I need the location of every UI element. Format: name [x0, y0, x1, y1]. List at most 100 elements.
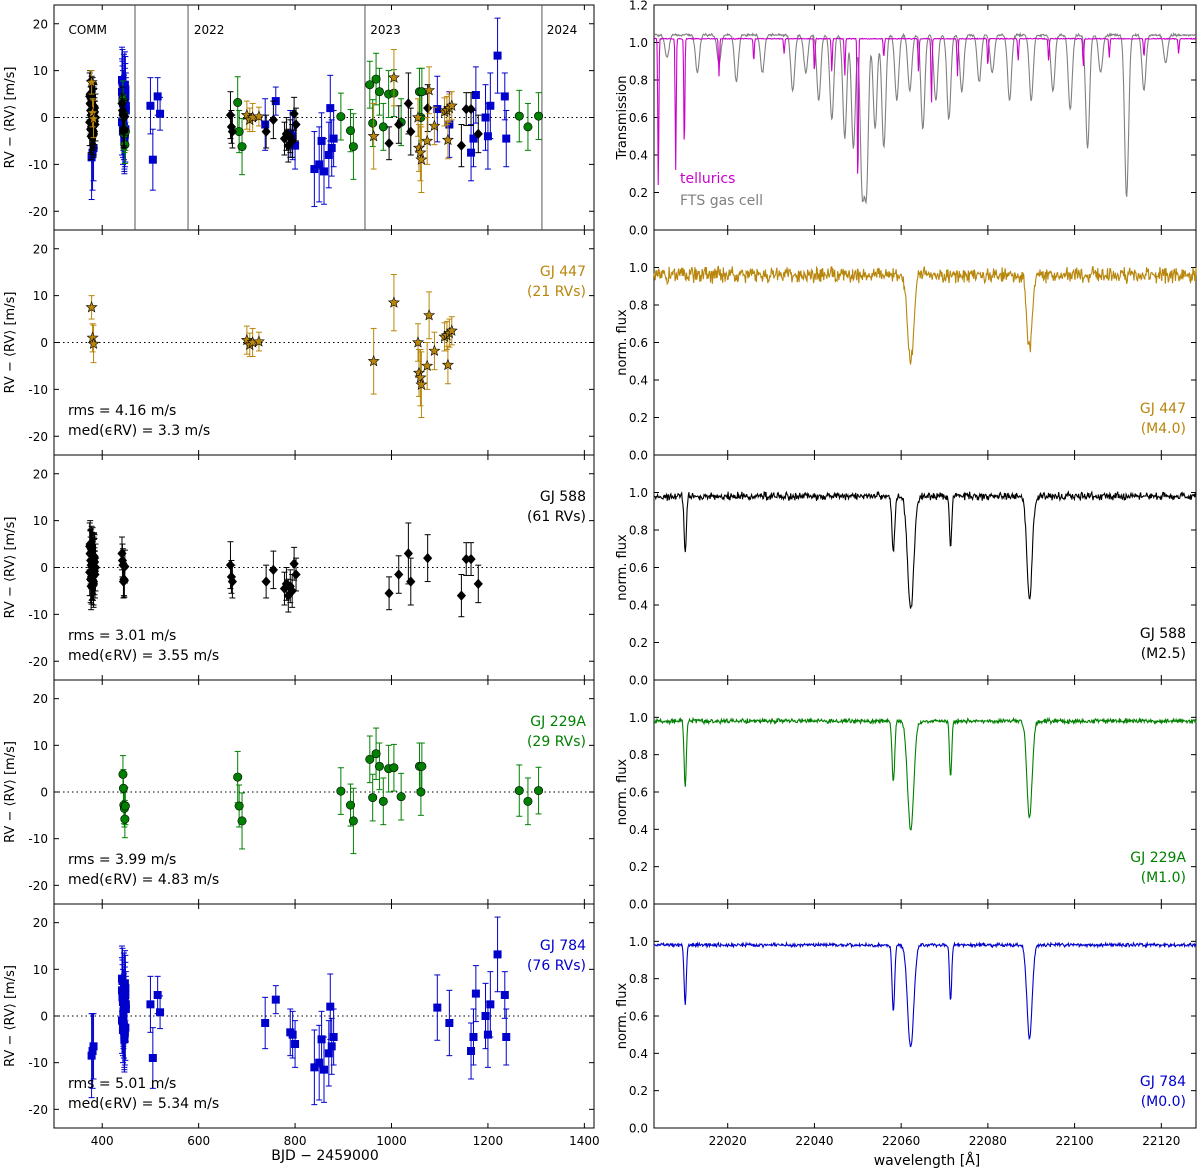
median-error-text: med(ϵRV) = 3.3 m/s: [68, 423, 210, 439]
spec-panel-3-frame: [653, 679, 1197, 905]
rv-point: [87, 125, 97, 136]
rv-point: [291, 569, 301, 580]
legend-fts-gas-cell: FTS gas cell: [680, 193, 763, 209]
rv-point: [441, 133, 454, 146]
spec-panel-4-ytick-label: 1.0: [629, 935, 648, 949]
rv-point: [261, 126, 271, 137]
spec-panel-2-ylabel: norm. flux: [615, 534, 630, 601]
rv-panel-4-ytick-label: 20: [33, 916, 48, 930]
rv-point: [384, 138, 394, 149]
median-error-text: med(ϵRV) = 5.34 m/s: [68, 1096, 219, 1112]
rv-point: [365, 754, 375, 764]
rv-point: [415, 153, 428, 165]
rv-point: [291, 1040, 300, 1049]
spec-panel-1-ytick-label: 0.6: [629, 336, 648, 350]
rv-point: [365, 80, 375, 90]
rv-point: [346, 800, 356, 810]
spec-panel-1-frame: [653, 229, 1197, 456]
rv-point: [227, 576, 237, 587]
rv-panel-1-ytick-label: -10: [28, 383, 48, 397]
rv-point: [523, 122, 533, 132]
star-label: GJ 447: [540, 264, 586, 280]
rv-point: [502, 1033, 511, 1042]
rv-panel-3-ytick-label: 20: [33, 692, 48, 706]
season-label: 2022: [194, 23, 225, 37]
rv-point: [394, 569, 404, 580]
rv-panel-3-ylabel: RV − ⟨RV⟩ [m/s]: [3, 741, 18, 843]
rv-point: [371, 749, 381, 759]
rv-point: [233, 98, 243, 108]
rv-panel-0-ytick-label: 10: [33, 64, 48, 78]
rv-point: [415, 378, 428, 390]
rv-point: [120, 1033, 129, 1042]
rv-point: [329, 1033, 338, 1042]
rv-point: [471, 989, 480, 998]
rv-point: [421, 359, 434, 372]
rv-point: [469, 134, 478, 143]
spec-panel-3-ytick-label: 1.0: [629, 711, 648, 725]
rv-point: [225, 110, 236, 121]
spectral-type-label: (M0.0): [1141, 1094, 1186, 1110]
spec-panel-2-ytick-label: 0.6: [629, 561, 648, 575]
rv-panel-3-ytick-label: -10: [28, 832, 48, 846]
spec-panel-0-ytick-label: 1.2: [629, 0, 648, 13]
rv-point: [118, 783, 128, 793]
spec-panel-4-xtick-label: 22120: [1142, 1134, 1180, 1148]
rv-point: [412, 336, 425, 348]
rv-panel-1-ytick-label: 10: [33, 289, 48, 303]
spec-panel-0-ytick-label: 1.0: [629, 36, 648, 50]
spec-panel-4-xtick-label: 22040: [795, 1134, 833, 1148]
rv-point: [289, 108, 299, 119]
spec-panel-2-ytick-label: 0.4: [629, 599, 648, 613]
rv-point: [287, 585, 297, 597]
rv-point: [493, 950, 502, 959]
rv-panel-4-xtick-label: 1200: [473, 1134, 504, 1148]
rv-point: [469, 1033, 478, 1042]
rv-point: [252, 110, 265, 122]
rv-point: [225, 560, 236, 571]
rv-point: [423, 308, 436, 321]
rv-point: [467, 1047, 476, 1056]
rv-panel-2-ytick-label: -20: [28, 655, 48, 669]
rv-point: [148, 155, 157, 164]
rv-point: [319, 167, 328, 176]
rv-point: [291, 119, 301, 130]
star-label: GJ 229A: [1130, 850, 1186, 866]
rv-point: [326, 104, 335, 113]
rv-point: [473, 578, 483, 590]
rv-point: [445, 1018, 454, 1027]
rv-panel-1-ylabel: RV − ⟨RV⟩ [m/s]: [3, 292, 18, 394]
rv-point: [483, 132, 492, 141]
spec-panel-4-ytick-label: 0.0: [629, 1122, 648, 1136]
rv-point: [234, 801, 244, 811]
star-label: GJ 447: [1140, 401, 1186, 417]
rv-point: [336, 112, 346, 122]
star-rv-count: (76 RVs): [527, 958, 586, 974]
rv-point: [473, 128, 483, 140]
rv-point: [417, 87, 427, 97]
rv-panel-4-xtick-label: 400: [91, 1134, 114, 1148]
spec-panel-0-ytick-label: 0.8: [629, 74, 648, 88]
season-label: 2023: [370, 23, 401, 37]
left-x-axis-label: BJD − 2459000: [271, 1148, 379, 1164]
spec-panel-4-frame: [653, 903, 1197, 1129]
rv-point: [319, 1065, 328, 1074]
rv-point: [368, 118, 378, 128]
rv-point: [466, 103, 476, 115]
rv-point: [456, 590, 467, 601]
rv-point: [502, 134, 511, 143]
rv-point: [481, 1011, 490, 1020]
rv-point: [240, 108, 253, 121]
spec-panel-1-ytick-label: 1.0: [629, 261, 648, 275]
rv-point: [156, 1008, 165, 1017]
rv-point: [146, 1000, 155, 1009]
rv-point: [416, 787, 426, 797]
spec-panel-2-ytick-label: 1.0: [629, 486, 648, 500]
rv-point: [327, 1042, 336, 1051]
rv-panel-2-ylabel: RV − ⟨RV⟩ [m/s]: [3, 517, 18, 619]
rv-point: [367, 354, 380, 367]
fts-gas-cell-line: [653, 31, 1197, 205]
rms-text: rms = 3.99 m/s: [68, 852, 176, 868]
rv-point: [378, 796, 388, 806]
